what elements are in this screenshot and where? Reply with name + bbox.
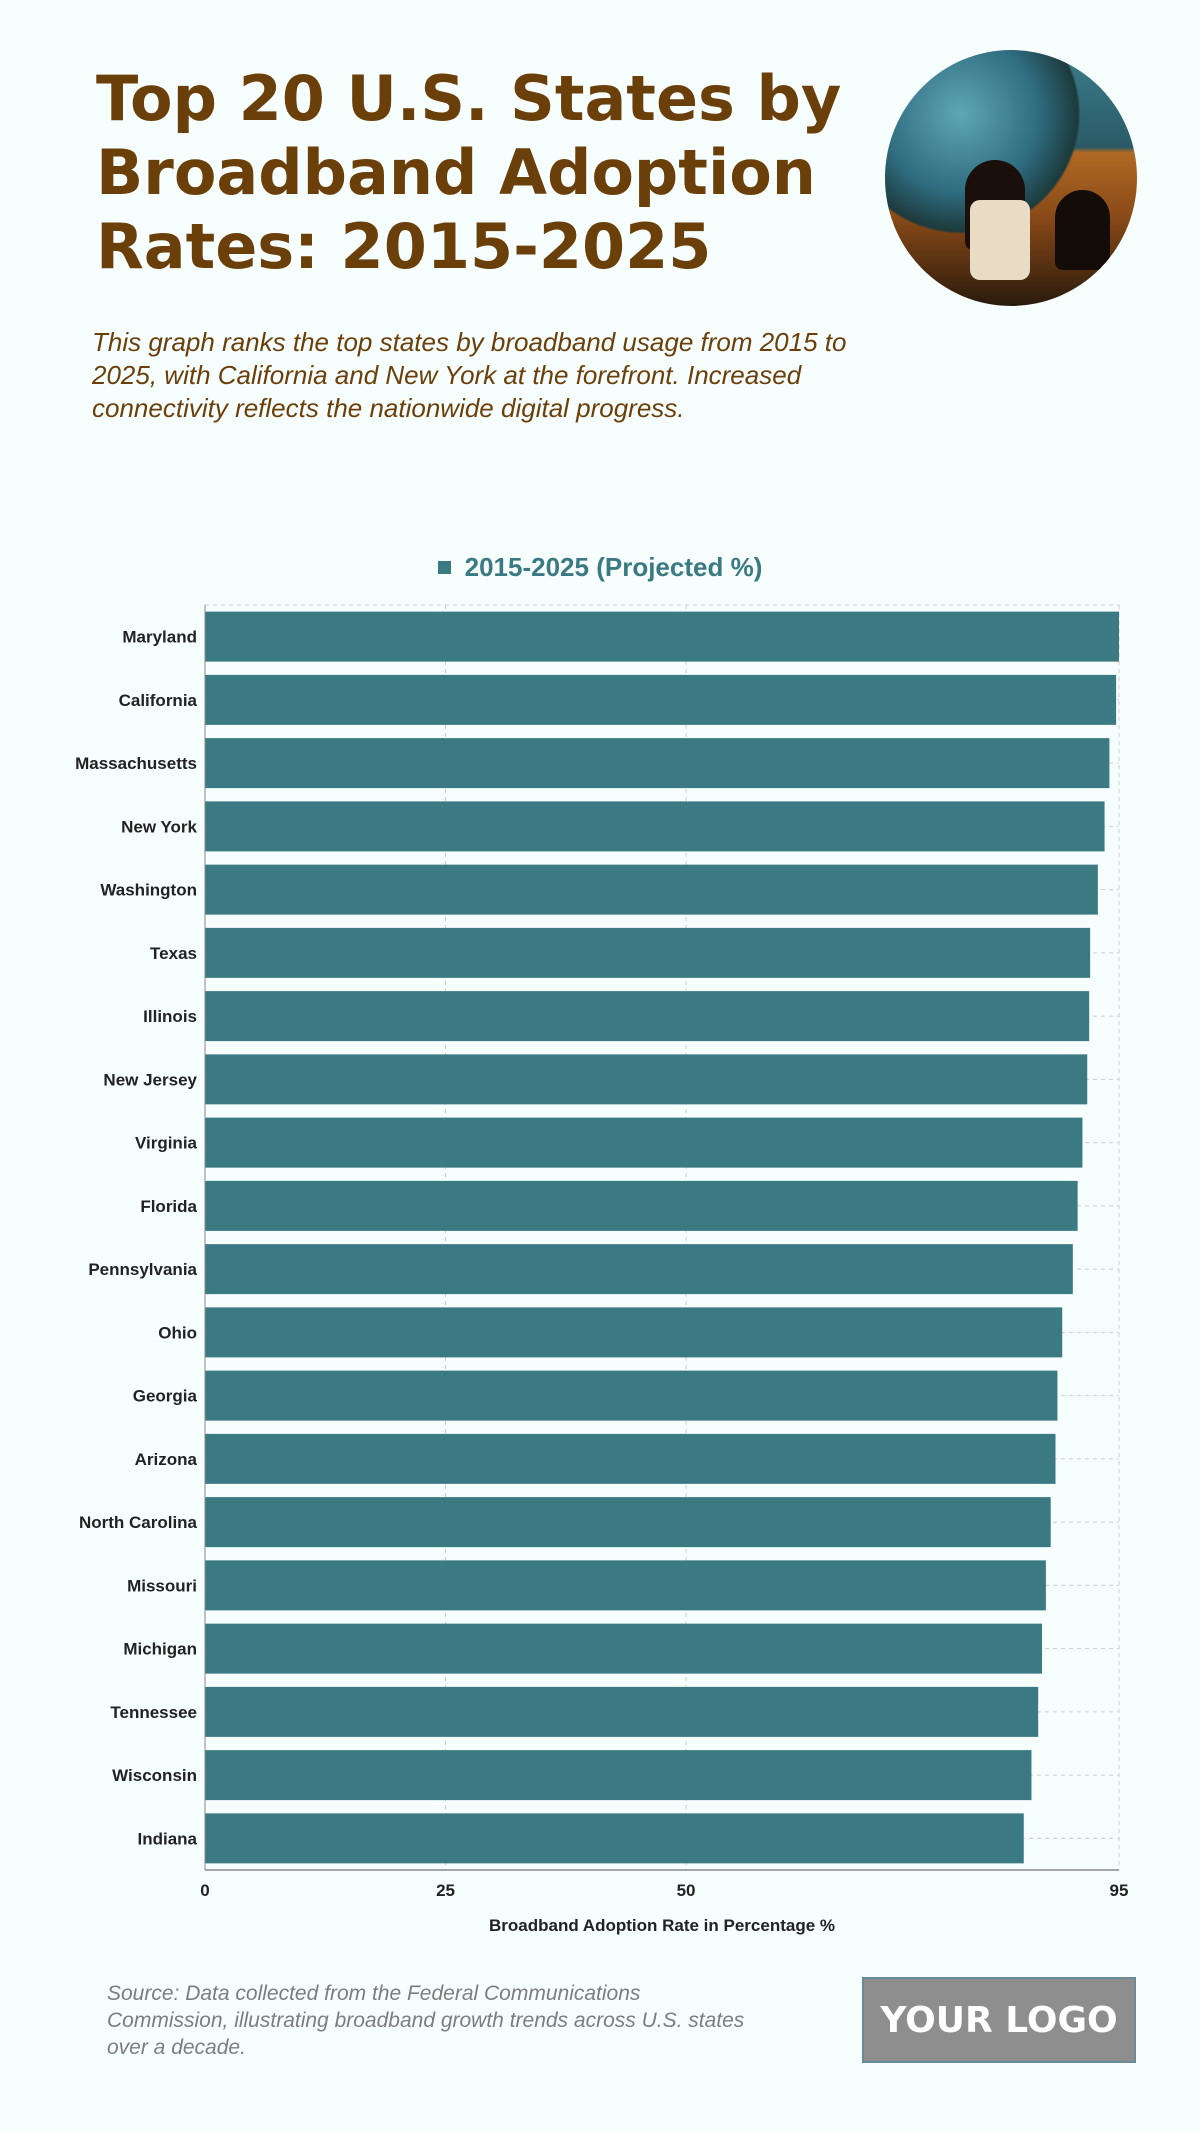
bar-maryland: [205, 611, 1119, 662]
bar-massachusetts: [205, 738, 1110, 789]
header-photo: [885, 50, 1137, 306]
bar-illinois: [205, 991, 1090, 1042]
bar-new-york: [205, 801, 1105, 852]
bar-washington: [205, 864, 1098, 915]
bar-missouri: [205, 1560, 1046, 1611]
bar-pennsylvania: [205, 1244, 1073, 1295]
legend: 2015-2025 (Projected %): [0, 552, 1200, 583]
bar-michigan: [205, 1623, 1043, 1674]
x-tick-label: 0: [200, 1881, 209, 1900]
y-tick-label: Arizona: [135, 1450, 198, 1469]
bar-florida: [205, 1180, 1078, 1231]
y-tick-label: Missouri: [127, 1576, 197, 1595]
bar-georgia: [205, 1370, 1058, 1421]
y-tick-label: California: [119, 691, 198, 710]
y-tick-label: Ohio: [158, 1323, 197, 1342]
bar-virginia: [205, 1117, 1083, 1168]
logo-placeholder: YOUR LOGO: [862, 1977, 1136, 2063]
bar-north-carolina: [205, 1497, 1051, 1548]
y-tick-label: Texas: [150, 944, 197, 963]
bar-california: [205, 674, 1117, 725]
bar-new-jersey: [205, 1054, 1088, 1105]
y-tick-label: Washington: [100, 881, 197, 900]
legend-swatch: [437, 561, 451, 574]
x-axis-label: Broadband Adoption Rate in Percentage %: [488, 1916, 836, 1935]
source-note: Source: Data collected from the Federal …: [107, 1982, 745, 2059]
bar-wisconsin: [205, 1750, 1032, 1801]
y-tick-label: North Carolina: [79, 1513, 198, 1532]
subtitle: This graph ranks the top states by broad…: [92, 327, 847, 423]
y-tick-label: Massachusetts: [75, 754, 197, 773]
page-title: Top 20 U.S. States by Broadband Adoption…: [96, 62, 842, 283]
x-tick-label: 50: [677, 1881, 696, 1900]
bar-texas: [205, 927, 1091, 978]
y-tick-label: Indiana: [137, 1829, 197, 1848]
x-tick-label: 25: [436, 1881, 455, 1900]
y-tick-label: Pennsylvania: [88, 1260, 197, 1279]
y-tick-label: Florida: [140, 1197, 197, 1216]
bar-ohio: [205, 1307, 1063, 1358]
y-tick-label: Georgia: [133, 1387, 198, 1406]
y-tick-label: New Jersey: [103, 1070, 197, 1089]
y-tick-label: New York: [121, 817, 197, 836]
y-tick-label: Virginia: [135, 1134, 198, 1153]
bar-arizona: [205, 1433, 1056, 1484]
y-tick-label: Maryland: [122, 628, 197, 647]
y-tick-label: Tennessee: [110, 1703, 197, 1722]
bar-indiana: [205, 1813, 1024, 1864]
legend-label: 2015-2025 (Projected %): [464, 552, 763, 582]
x-tick-label: 95: [1110, 1881, 1129, 1900]
y-tick-label: Wisconsin: [112, 1766, 197, 1785]
y-tick-label: Michigan: [123, 1640, 197, 1659]
y-tick-label: Illinois: [143, 1007, 197, 1026]
bar-tennessee: [205, 1686, 1039, 1737]
